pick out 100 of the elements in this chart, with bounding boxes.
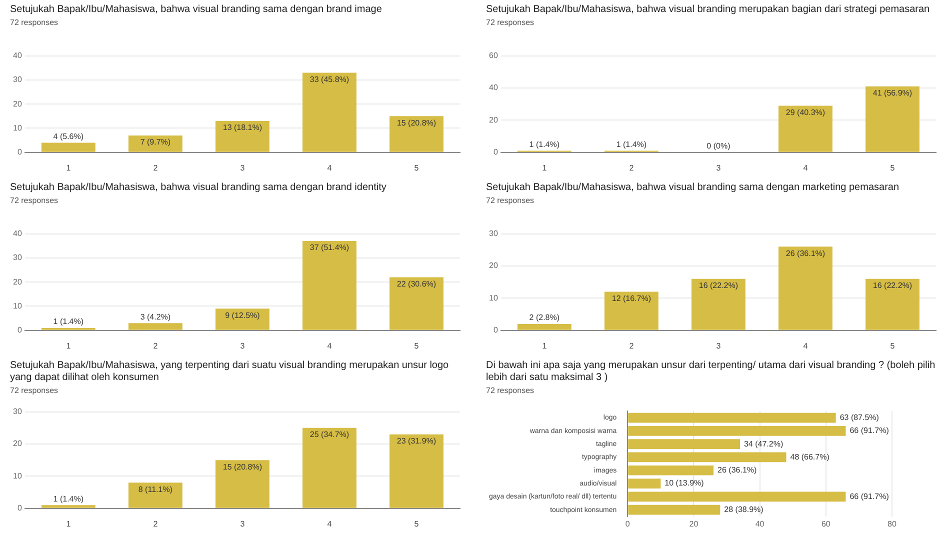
chart-title: Setujukah Bapak/Ibu/Mahasiswa, bahwa visual branding merupakan bagian dari strategi pemasaran [486, 4, 931, 16]
y-tick-label: 0 [17, 504, 22, 513]
data-label: 66 (91.7%) [850, 426, 890, 436]
x-tick-label: 2 [153, 519, 158, 528]
chart-title: Setujukah Bapak/Ibu/Mahasiswa, bahwa visual branding sama dengan brand identity [10, 182, 388, 194]
x-tick-label: 1 [66, 163, 72, 172]
bar [866, 278, 920, 330]
data-label: 4 (5.6%) [53, 132, 84, 141]
x-tick-label: 2 [153, 341, 158, 350]
y-tick-label: 40 [12, 229, 22, 238]
data-label: 29 (40.3%) [786, 108, 826, 117]
data-label: 26 (36.1%) [786, 248, 826, 258]
data-label: 16 (22.2%) [698, 281, 738, 290]
bar [628, 492, 846, 502]
bar [302, 241, 356, 330]
bar [778, 246, 832, 330]
x-tick-label: 5 [890, 341, 896, 350]
y-tick-label: 20 [12, 99, 22, 108]
text: 72 responses [486, 386, 536, 395]
y-tick-label: 0 [17, 326, 22, 335]
bar [41, 505, 96, 508]
data-label: 48 (66.7%) [790, 452, 830, 462]
data-label: 10 (13.9%) [664, 478, 704, 488]
data-label: 12 (16.7%) [612, 294, 652, 303]
bar [604, 292, 658, 330]
bar [215, 460, 270, 508]
x-tick-label: 60 [821, 519, 831, 528]
y-tick-label: 40 [488, 83, 498, 92]
data-label: 8 (11.1%) [138, 484, 173, 494]
data-label: 66 (91.7%) [850, 492, 890, 501]
data-label: 37 (51.4%) [310, 243, 350, 252]
x-tick-label: 2 [629, 163, 634, 172]
data-label: 9 (12.5%) [225, 310, 260, 320]
data-label: 0 (0%) [706, 142, 731, 151]
chart-subtitle: 72 responses [10, 18, 60, 27]
x-tick-label: 3 [240, 341, 246, 350]
x-tick-label: 2 [153, 163, 158, 172]
bar [866, 86, 920, 152]
bar [215, 308, 270, 330]
bar [628, 478, 661, 488]
data-label: 63 (87.5%) [840, 412, 880, 422]
data-label: 33 (45.8%) [310, 74, 350, 84]
chart-title: Di bawah ini apa saja yang merupakan unsur dari terpenting/ utama dari visual branding ? (boleh pilih lebih dari satu maksimal 3 ) [486, 360, 936, 384]
data-label: 15 (20.8%) [396, 118, 436, 128]
bar [628, 426, 846, 436]
x-tick-label: 5 [414, 341, 420, 350]
x-tick-label: 1 [542, 341, 548, 350]
y-tick-label: 10 [12, 471, 22, 480]
chart-title: Setujukah Bapak/Ibu/Mahasiswa, bahwa visual branding sama dengan marketing pemasaran [486, 182, 900, 194]
y-tick-label: 40 [12, 51, 22, 60]
data-label: 28 (38.9%) [724, 505, 764, 514]
x-tick-label: 40 [755, 519, 765, 528]
x-tick-label: 4 [327, 341, 332, 350]
data-label: 7 (9.7%) [140, 138, 171, 147]
y-tick-label: 0 [17, 148, 22, 157]
data-label: 3 (4.2%) [140, 312, 171, 322]
x-tick-label: 80 [888, 519, 897, 528]
y-tick-label: 20 [488, 115, 498, 124]
data-label: 15 (20.8%) [222, 462, 262, 472]
x-tick-label: 2 [629, 341, 634, 350]
y-tick-label: 30 [12, 407, 22, 416]
y-tick-label: 30 [12, 75, 22, 84]
bar [628, 452, 786, 462]
bar [128, 482, 182, 508]
bar [390, 277, 444, 330]
x-tick-label: 3 [240, 163, 246, 172]
bar [215, 121, 270, 152]
x-tick-label: 5 [414, 519, 420, 528]
data-label: 25 (34.7%) [310, 430, 350, 440]
bar [390, 434, 444, 508]
x-tick-label: 1 [66, 341, 72, 350]
x-tick-label: 4 [803, 163, 808, 172]
bar [628, 504, 720, 515]
bar [302, 72, 356, 152]
data-label: 22 (30.6%) [396, 279, 436, 288]
x-tick-label: 4 [327, 163, 332, 172]
x-tick-label: 5 [890, 163, 896, 172]
x-tick-label: 3 [716, 163, 722, 172]
x-tick-label: 5 [414, 163, 420, 172]
y-tick-label: 20 [12, 439, 22, 448]
data-label: 41 (56.9%) [872, 88, 912, 98]
data-label: 23 (31.9%) [396, 436, 436, 446]
bar [390, 116, 444, 152]
data-label: 26 (36.1%) [718, 466, 758, 475]
y-tick-label: 0 [493, 148, 498, 157]
bar [691, 278, 746, 330]
chart-subtitle: 72 responses [486, 196, 536, 205]
bar [778, 106, 832, 152]
y-tick-label: 10 [12, 123, 22, 132]
chart-title: Setujukah Bapak/Ibu/Mahasiswa, bahwa visual branding sama dengan brand image [10, 4, 383, 16]
y-tick-label: 30 [12, 253, 22, 262]
bar [628, 412, 836, 423]
data-label: 1 (1.4%) [616, 140, 647, 149]
chart-subtitle: 72 responses [10, 196, 60, 205]
x-tick-label: 20 [689, 519, 699, 528]
x-tick-label: 0 [625, 519, 630, 528]
bar [128, 135, 182, 152]
x-tick-label: 3 [716, 341, 722, 350]
data-label: 1 (1.4%) [529, 140, 560, 149]
y-tick-label: 20 [488, 261, 498, 270]
